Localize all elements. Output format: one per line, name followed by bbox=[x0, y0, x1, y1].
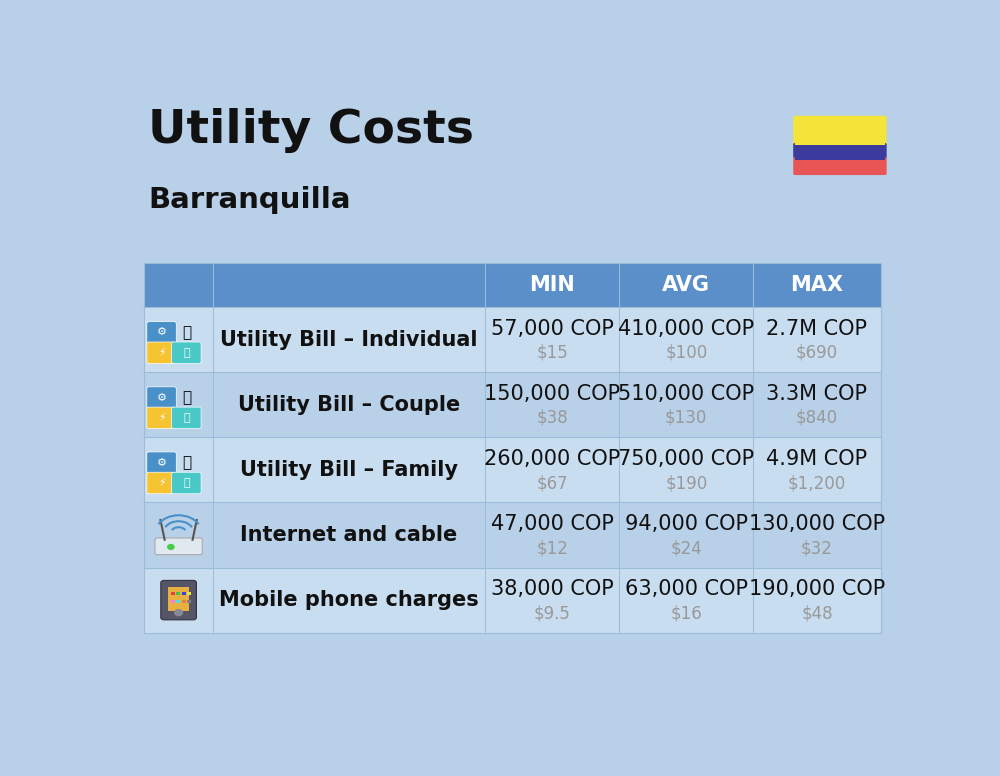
Text: $67: $67 bbox=[536, 474, 568, 492]
FancyBboxPatch shape bbox=[171, 592, 175, 595]
Text: MAX: MAX bbox=[790, 275, 843, 295]
Text: 38,000 COP: 38,000 COP bbox=[491, 580, 614, 599]
FancyBboxPatch shape bbox=[147, 473, 176, 494]
Text: 🧑: 🧑 bbox=[182, 456, 191, 470]
FancyBboxPatch shape bbox=[161, 580, 196, 620]
FancyBboxPatch shape bbox=[792, 115, 888, 147]
FancyBboxPatch shape bbox=[144, 438, 881, 502]
Text: $100: $100 bbox=[665, 344, 707, 362]
Text: ⚙: ⚙ bbox=[157, 327, 167, 338]
FancyBboxPatch shape bbox=[155, 538, 202, 555]
Text: 57,000 COP: 57,000 COP bbox=[491, 319, 614, 339]
FancyBboxPatch shape bbox=[176, 592, 180, 595]
FancyBboxPatch shape bbox=[147, 407, 176, 428]
Text: 150,000 COP: 150,000 COP bbox=[484, 384, 620, 404]
Text: 💧: 💧 bbox=[183, 413, 190, 423]
Text: $190: $190 bbox=[665, 474, 707, 492]
FancyBboxPatch shape bbox=[182, 600, 186, 603]
FancyBboxPatch shape bbox=[795, 117, 885, 145]
FancyBboxPatch shape bbox=[147, 386, 176, 408]
Text: 750,000 COP: 750,000 COP bbox=[618, 449, 754, 469]
FancyBboxPatch shape bbox=[147, 322, 176, 343]
Text: 4.9M COP: 4.9M COP bbox=[766, 449, 868, 469]
Text: Utility Costs: Utility Costs bbox=[148, 108, 474, 153]
Text: $16: $16 bbox=[670, 605, 702, 622]
Text: $130: $130 bbox=[665, 409, 707, 427]
Text: 260,000 COP: 260,000 COP bbox=[484, 449, 620, 469]
Text: Utility Bill – Couple: Utility Bill – Couple bbox=[238, 395, 460, 414]
Text: $12: $12 bbox=[536, 539, 568, 557]
FancyBboxPatch shape bbox=[176, 600, 180, 603]
Text: Barranquilla: Barranquilla bbox=[148, 185, 351, 213]
Text: $840: $840 bbox=[796, 409, 838, 427]
FancyBboxPatch shape bbox=[172, 473, 201, 494]
Text: ⚡: ⚡ bbox=[158, 478, 165, 488]
FancyBboxPatch shape bbox=[795, 145, 885, 160]
Text: 🧑: 🧑 bbox=[182, 390, 191, 405]
FancyBboxPatch shape bbox=[144, 263, 881, 307]
FancyBboxPatch shape bbox=[144, 372, 881, 438]
Text: 3.3M COP: 3.3M COP bbox=[766, 384, 867, 404]
Text: 510,000 COP: 510,000 COP bbox=[618, 384, 754, 404]
Text: ⚡: ⚡ bbox=[158, 413, 165, 423]
FancyBboxPatch shape bbox=[172, 342, 201, 363]
FancyBboxPatch shape bbox=[147, 452, 176, 473]
FancyBboxPatch shape bbox=[144, 502, 881, 567]
Text: AVG: AVG bbox=[662, 275, 710, 295]
FancyBboxPatch shape bbox=[187, 592, 191, 595]
FancyBboxPatch shape bbox=[795, 160, 885, 174]
FancyBboxPatch shape bbox=[172, 407, 201, 428]
Text: 94,000 COP: 94,000 COP bbox=[625, 514, 748, 534]
FancyBboxPatch shape bbox=[147, 342, 176, 363]
Text: $15: $15 bbox=[536, 344, 568, 362]
FancyBboxPatch shape bbox=[792, 143, 888, 162]
FancyBboxPatch shape bbox=[792, 158, 888, 176]
Text: 410,000 COP: 410,000 COP bbox=[618, 319, 754, 339]
FancyBboxPatch shape bbox=[168, 587, 189, 611]
Text: 63,000 COP: 63,000 COP bbox=[625, 580, 748, 599]
Text: $690: $690 bbox=[796, 344, 838, 362]
FancyBboxPatch shape bbox=[144, 567, 881, 632]
Text: 💧: 💧 bbox=[183, 478, 190, 488]
Text: Utility Bill – Family: Utility Bill – Family bbox=[240, 460, 458, 480]
Circle shape bbox=[175, 610, 182, 615]
Text: $48: $48 bbox=[801, 605, 833, 622]
Circle shape bbox=[168, 545, 174, 549]
Text: ⚡: ⚡ bbox=[158, 348, 165, 358]
Text: $32: $32 bbox=[801, 539, 833, 557]
FancyBboxPatch shape bbox=[144, 307, 881, 372]
Text: 🧑: 🧑 bbox=[182, 325, 191, 340]
Text: Internet and cable: Internet and cable bbox=[240, 525, 458, 545]
Text: 47,000 COP: 47,000 COP bbox=[491, 514, 614, 534]
Text: Utility Bill – Individual: Utility Bill – Individual bbox=[220, 330, 478, 350]
Text: $1,200: $1,200 bbox=[788, 474, 846, 492]
Text: Mobile phone charges: Mobile phone charges bbox=[219, 590, 479, 610]
Text: 💧: 💧 bbox=[183, 348, 190, 358]
FancyBboxPatch shape bbox=[171, 600, 175, 603]
Text: 190,000 COP: 190,000 COP bbox=[749, 580, 885, 599]
FancyBboxPatch shape bbox=[187, 600, 191, 603]
Text: $24: $24 bbox=[670, 539, 702, 557]
Text: 2.7M COP: 2.7M COP bbox=[766, 319, 867, 339]
Text: MIN: MIN bbox=[529, 275, 575, 295]
Text: ⚙: ⚙ bbox=[157, 458, 167, 468]
Text: ⚙: ⚙ bbox=[157, 393, 167, 403]
FancyBboxPatch shape bbox=[182, 592, 186, 595]
Text: 130,000 COP: 130,000 COP bbox=[749, 514, 885, 534]
Text: $38: $38 bbox=[536, 409, 568, 427]
Text: $9.5: $9.5 bbox=[534, 605, 571, 622]
